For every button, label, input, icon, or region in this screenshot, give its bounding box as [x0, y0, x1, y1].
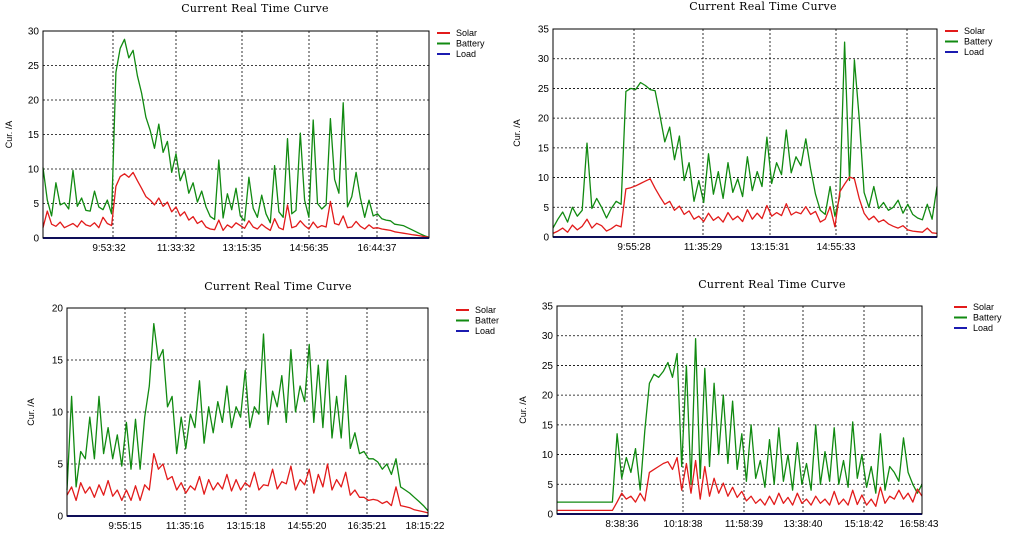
y-tick-label: 25 [538, 84, 550, 95]
legend-label-load: Load [964, 47, 984, 57]
y-tick-label: 0 [547, 510, 553, 521]
series-line-solar [557, 456, 923, 512]
chart-title: Current Real Time Curve [698, 278, 846, 291]
chart-1: Current Real Time Curve Cur. /A 0 5 10 15 20 25… [4, 2, 485, 254]
series-line-solar [42, 171, 430, 238]
plot-border [556, 305, 923, 515]
x-tick-label: 15:18:42 [845, 519, 884, 530]
x-tick-label: 9:55:28 [617, 242, 651, 253]
chart-title: Current Real Time Curve [204, 280, 352, 293]
plot-border [66, 307, 429, 517]
legend-label-solar: Solar [973, 302, 994, 312]
y-tick-label: 25 [542, 361, 554, 372]
x-tick-label: 13:38:40 [784, 519, 823, 530]
y-axis-label: Cur. /A [4, 121, 14, 149]
plot-area [553, 29, 937, 237]
legend-label-battery: Battery [964, 37, 993, 47]
y-tick-label: 15 [542, 420, 554, 431]
y-tick-label: 15 [28, 130, 40, 141]
x-tick-label: 11:33:32 [157, 243, 196, 254]
x-tick-label: 16:58:43 [900, 519, 939, 530]
plot-border [42, 30, 430, 239]
chart-title: Current Real Time Curve [689, 0, 837, 13]
x-tick-label: 9:53:32 [92, 243, 126, 254]
y-tick-label: 30 [538, 54, 550, 65]
x-tick-label: 16:44:37 [358, 243, 397, 254]
x-tick-label: 14:55:33 [817, 242, 856, 253]
y-tick-label: 35 [542, 302, 554, 313]
chart-4: Current Real Time Curve Cur. /A 0 5 10 15 20 25… [518, 278, 1002, 530]
y-tick-label: 10 [28, 165, 40, 176]
x-tick-label: 13:15:31 [751, 242, 790, 253]
y-tick-label: 10 [52, 408, 64, 419]
legend-label-load: Load [475, 326, 495, 336]
y-tick-label: 0 [543, 233, 549, 244]
x-tick-label: 18:15:22 [406, 521, 445, 532]
y-tick-label: 20 [52, 304, 64, 315]
chart-title: Current Real Time Curve [181, 2, 329, 15]
legend-label-solar: Solar [475, 305, 496, 315]
legend-label-load: Load [456, 49, 476, 59]
y-tick-label: 20 [538, 114, 550, 125]
plot-border [552, 28, 938, 238]
legend-label-solar: Solar [456, 28, 477, 38]
y-axis-label: Cur. /A [518, 396, 528, 424]
x-tick-label: 13:15:35 [223, 243, 262, 254]
series-line-battery [66, 322, 429, 512]
x-tick-label: 14:56:35 [290, 243, 329, 254]
y-axis-label: Cur. /A [512, 119, 522, 147]
legend-label-battery: Battery [456, 39, 485, 49]
y-tick-label: 0 [33, 234, 39, 245]
series-line-battery [552, 41, 938, 229]
x-tick-label: 9:55:15 [108, 521, 142, 532]
legend-label-load: Load [973, 323, 993, 333]
series-line-solar [66, 452, 429, 514]
x-tick-label: 8:38:36 [605, 519, 639, 530]
y-tick-label: 30 [542, 331, 554, 342]
series-line-battery [42, 38, 430, 238]
y-tick-label: 20 [542, 391, 554, 402]
series-line-battery [557, 338, 923, 503]
chart-3: Current Real Time Curve Cur. /A 0 5 10 15 20 9:… [26, 280, 499, 532]
x-tick-label: 14:55:20 [288, 521, 327, 532]
y-tick-label: 15 [52, 356, 64, 367]
legend-label-battery: Batter [475, 316, 499, 326]
legend-label-solar: Solar [964, 26, 985, 36]
y-tick-label: 10 [538, 173, 550, 184]
plot-area [557, 306, 922, 514]
y-tick-label: 5 [543, 203, 549, 214]
y-tick-label: 5 [57, 460, 63, 471]
y-tick-label: 0 [57, 512, 63, 523]
x-tick-label: 16:35:21 [348, 521, 387, 532]
x-tick-label: 11:35:29 [684, 242, 723, 253]
y-tick-label: 20 [28, 96, 40, 107]
y-tick-label: 15 [538, 143, 550, 154]
x-tick-label: 13:15:18 [227, 521, 266, 532]
y-tick-label: 5 [33, 199, 39, 210]
series-line-solar [552, 176, 938, 235]
y-tick-label: 25 [28, 61, 40, 72]
y-tick-label: 10 [542, 450, 554, 461]
x-tick-label: 10:18:38 [664, 519, 703, 530]
legend-label-battery: Battery [973, 313, 1002, 323]
x-tick-label: 11:58:39 [725, 519, 764, 530]
y-tick-label: 35 [538, 25, 550, 36]
y-tick-label: 30 [28, 27, 40, 38]
x-tick-label: 11:35:16 [166, 521, 205, 532]
y-tick-label: 5 [547, 480, 553, 491]
y-axis-label: Cur. /A [26, 398, 36, 426]
chart-2: Current Real Time Curve Cur. /A 0 5 10 15 20 25… [512, 0, 993, 253]
